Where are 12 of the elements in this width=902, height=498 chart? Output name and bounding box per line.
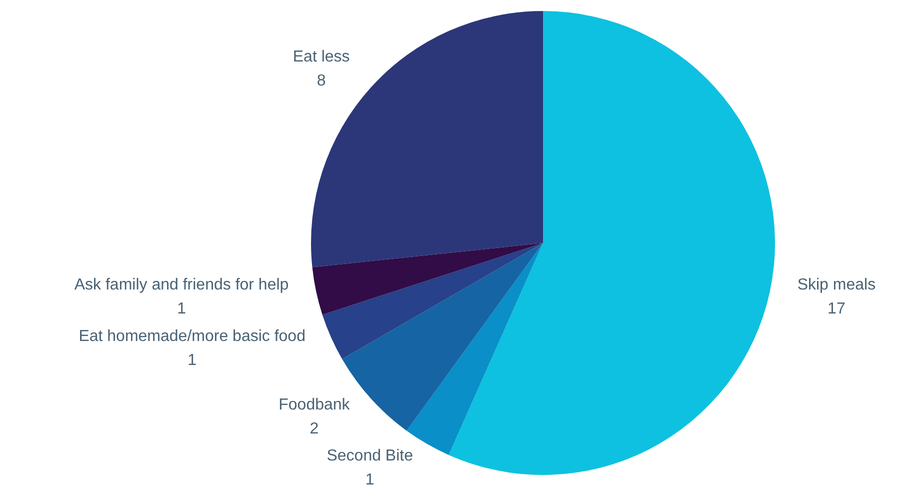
slice-label: Foodbank <box>278 396 351 414</box>
data-label: 1 <box>188 352 197 370</box>
data-label: 2 <box>310 420 319 438</box>
data-label: 1 <box>177 300 186 318</box>
data-label: 8 <box>316 72 326 90</box>
slice-label: Eat homemade/more basic food <box>78 328 306 346</box>
data-label: 1 <box>365 472 374 489</box>
slice-label: Skip meals <box>797 276 876 294</box>
slice-label: Ask family and friends for help <box>74 276 289 294</box>
data-label: 17 <box>828 300 846 318</box>
slice-label: Second Bite <box>326 448 414 465</box>
slice-label: Eat less <box>292 48 350 66</box>
